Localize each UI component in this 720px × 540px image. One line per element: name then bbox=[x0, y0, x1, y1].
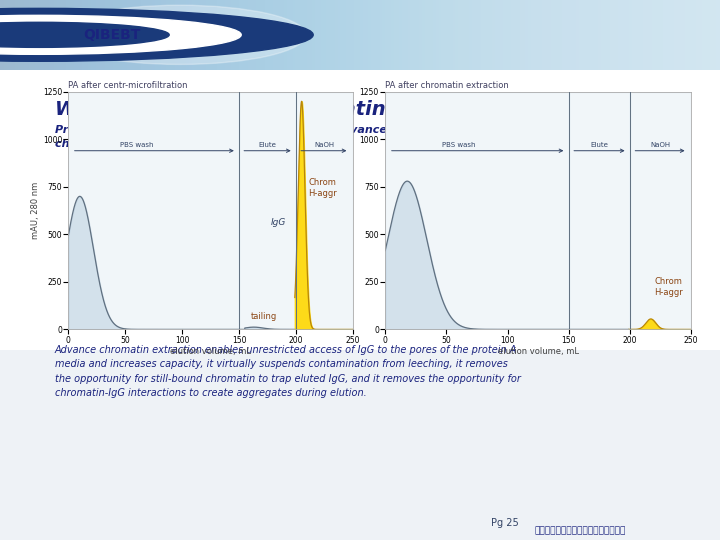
Text: PBS wash: PBS wash bbox=[442, 143, 475, 148]
Bar bbox=[296, 92, 353, 329]
Bar bbox=[239, 92, 296, 329]
Bar bbox=[385, 92, 569, 329]
Text: PA after chromatin extraction: PA after chromatin extraction bbox=[385, 80, 509, 90]
Ellipse shape bbox=[54, 5, 306, 64]
Text: Elute: Elute bbox=[258, 143, 276, 148]
Bar bbox=[68, 92, 239, 329]
Bar bbox=[569, 92, 630, 329]
Text: IgG: IgG bbox=[271, 218, 287, 227]
Circle shape bbox=[0, 15, 241, 55]
Text: Protein A chromatograms, with and without advance removal of
chromatin heteroagg: Protein A chromatograms, with and withou… bbox=[55, 125, 458, 148]
Text: Pg 25: Pg 25 bbox=[491, 518, 519, 528]
Bar bbox=[630, 92, 691, 329]
X-axis label: elution volume, mL: elution volume, mL bbox=[170, 347, 251, 356]
Text: What if you extract chromatin in advance?: What if you extract chromatin in advance… bbox=[55, 100, 523, 119]
Text: Chrom
H-aggr: Chrom H-aggr bbox=[654, 277, 683, 297]
Text: PA after centr-microfiltration: PA after centr-microfiltration bbox=[68, 80, 188, 90]
Y-axis label: mAU, 280 nm: mAU, 280 nm bbox=[31, 182, 40, 239]
Text: 中国科学院青岛生物能源与过程研究所: 中国科学院青岛生物能源与过程研究所 bbox=[534, 526, 626, 535]
Text: Chrom
H-aggr: Chrom H-aggr bbox=[308, 178, 337, 198]
X-axis label: elution volume, mL: elution volume, mL bbox=[498, 347, 579, 356]
Text: QIBEBT: QIBEBT bbox=[83, 28, 140, 42]
Text: tailing: tailing bbox=[251, 312, 277, 321]
Text: PBS wash: PBS wash bbox=[120, 143, 153, 148]
Circle shape bbox=[0, 22, 169, 48]
Text: Advance chromatin extraction enables unrestricted access of IgG to the pores of : Advance chromatin extraction enables unr… bbox=[55, 345, 521, 398]
Text: NaOH: NaOH bbox=[651, 143, 670, 148]
Text: Elute: Elute bbox=[590, 143, 608, 148]
Bar bbox=[0, 350, 720, 540]
Text: NaOH: NaOH bbox=[315, 143, 334, 148]
Circle shape bbox=[0, 8, 313, 62]
